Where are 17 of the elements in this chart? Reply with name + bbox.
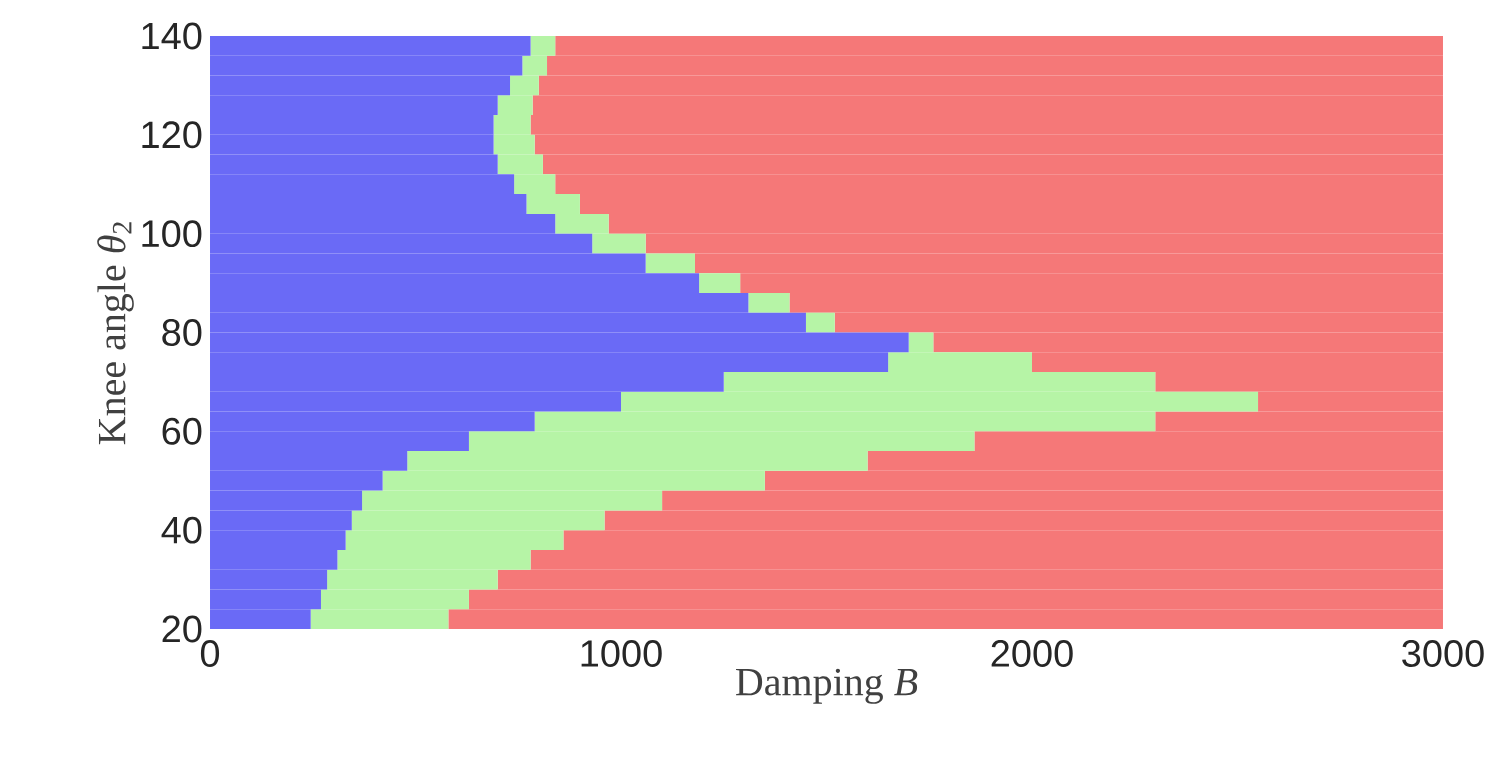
bar bbox=[748, 292, 790, 313]
y-tick-label: 20 bbox=[162, 615, 202, 643]
y-tick-label: 80 bbox=[162, 319, 202, 346]
y-tick-label: 40 bbox=[161, 516, 202, 544]
x-tick-label: 3000 bbox=[1402, 640, 1484, 667]
y-axis-title: Knee angle θ$_{2}$ bbox=[97, 222, 134, 445]
y-tick-label: 140 bbox=[142, 22, 202, 50]
bar bbox=[699, 273, 741, 293]
x-tick-label: 0 bbox=[200, 640, 220, 667]
y-tick-label: 100 bbox=[142, 220, 202, 248]
x-tick-label: 2000 bbox=[991, 640, 1073, 667]
bar bbox=[645, 253, 695, 274]
y-tick-label: 60 bbox=[162, 417, 202, 445]
bar bbox=[805, 312, 835, 333]
y-tick-label: 120 bbox=[142, 121, 202, 149]
x-tick-label: 1000 bbox=[581, 640, 662, 667]
x-axis-title: Damping B bbox=[736, 668, 918, 704]
